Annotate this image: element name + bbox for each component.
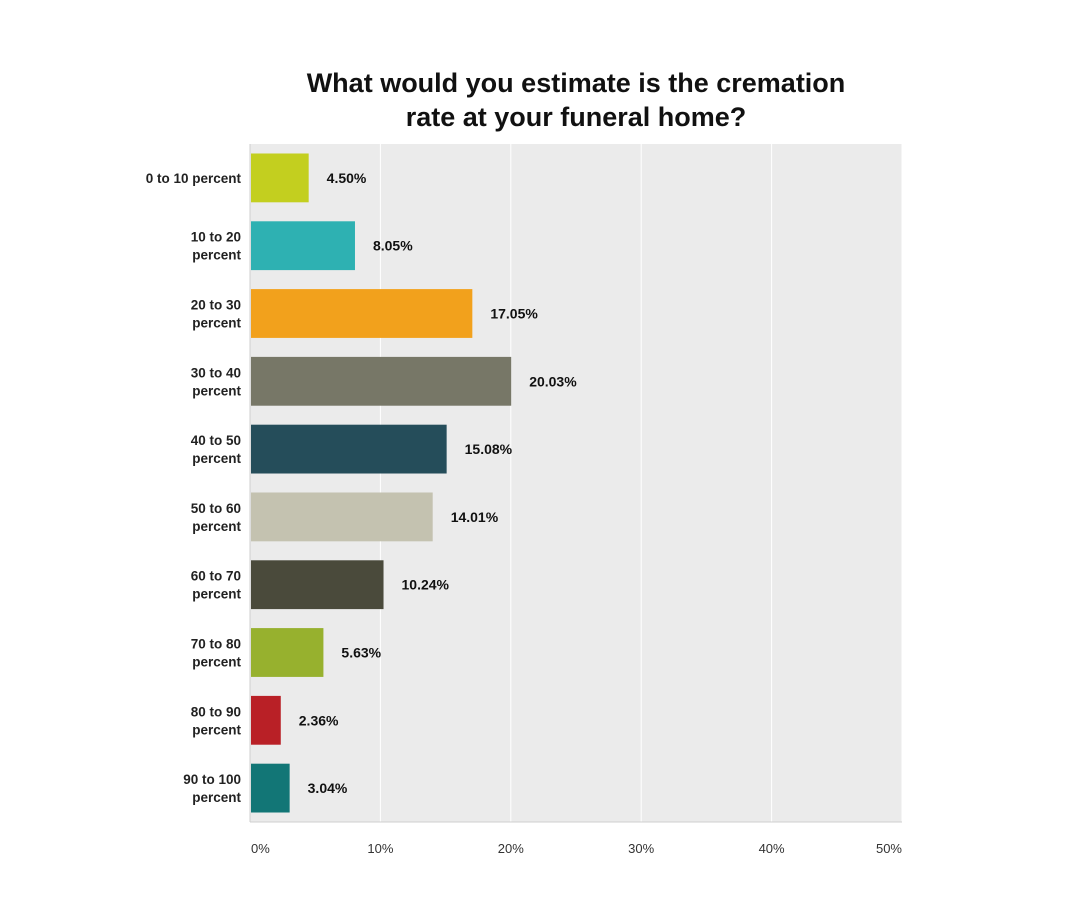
bar-value-label-7: 5.63% [341, 645, 381, 661]
category-label-5-line-1: percent [192, 519, 241, 534]
bar-9 [251, 763, 290, 813]
bar-3 [251, 356, 512, 406]
category-label-0: 0 to 10 percent [146, 171, 242, 186]
bar-2 [251, 289, 473, 338]
chart-title-line-1: What would you estimate is the cremation [306, 68, 846, 98]
bar-value-label-0: 4.50% [327, 170, 367, 186]
category-label-8-line-0: 80 to 90 [191, 704, 241, 719]
x-tick-label-3: 30% [628, 841, 654, 856]
category-label-7-line-1: percent [192, 655, 241, 670]
bar-0 [251, 153, 309, 203]
bar-8 [251, 695, 281, 745]
category-label-6: 60 to 70 percent [191, 569, 242, 602]
bar-value-label-4: 15.08% [465, 441, 513, 457]
x-tick-label-4: 40% [759, 841, 785, 856]
x-tick-label-2: 20% [498, 841, 524, 856]
category-label-1-line-0: 10 to 20 [191, 230, 241, 245]
category-label-2: 20 to 30 percent [191, 298, 242, 331]
bar-4 [251, 424, 447, 474]
category-label-5-line-0: 50 to 60 [191, 501, 241, 516]
category-label-4: 40 to 50 percent [191, 433, 242, 466]
x-tick-label-1: 10% [367, 841, 393, 856]
bar-1 [251, 221, 355, 271]
category-label-2-line-0: 20 to 30 [191, 298, 241, 313]
bar-value-label-2: 17.05% [490, 306, 538, 322]
category-label-3-line-0: 30 to 40 [191, 365, 241, 380]
category-label-3: 30 to 40 percent [191, 365, 242, 398]
category-label-1-line-1: percent [192, 248, 241, 263]
category-label-3-line-1: percent [192, 383, 241, 398]
x-tick-label-5: 50% [876, 841, 902, 856]
x-tick-label-0: 0% [251, 841, 270, 856]
bar-value-label-5: 14.01% [451, 509, 499, 525]
category-label-1: 10 to 20 percent [191, 230, 242, 263]
category-label-9: 90 to 100 percent [183, 772, 241, 805]
bar-value-label-1: 8.05% [373, 238, 413, 254]
bar-value-label-8: 2.36% [299, 712, 339, 728]
bar-value-label-6: 10.24% [402, 577, 450, 593]
category-label-4-line-0: 40 to 50 [191, 433, 241, 448]
category-label-9-line-0: 90 to 100 [183, 772, 241, 787]
chart-title-line-2: rate at your funeral home? [405, 102, 747, 132]
category-label-5: 50 to 60 percent [191, 501, 242, 534]
bar-5 [251, 492, 433, 542]
category-label-9-line-1: percent [192, 790, 241, 805]
category-label-0-line-0: 0 to 10 percent [146, 171, 242, 186]
category-label-6-line-0: 60 to 70 [191, 569, 241, 584]
category-label-2-line-1: percent [192, 316, 241, 331]
plot-background [250, 144, 902, 822]
bar-value-label-9: 3.04% [308, 780, 348, 796]
category-label-7-line-0: 70 to 80 [191, 637, 241, 652]
chart-title: What would you estimate is the cremation… [250, 66, 902, 134]
bar-6 [251, 560, 384, 610]
category-label-8: 80 to 90 percent [191, 704, 242, 737]
category-label-7: 70 to 80 percent [191, 637, 242, 670]
category-label-4-line-1: percent [192, 451, 241, 466]
category-label-6-line-1: percent [192, 587, 241, 602]
bar-value-label-3: 20.03% [529, 373, 577, 389]
bar-7 [251, 628, 324, 677]
category-label-8-line-1: percent [192, 722, 241, 737]
